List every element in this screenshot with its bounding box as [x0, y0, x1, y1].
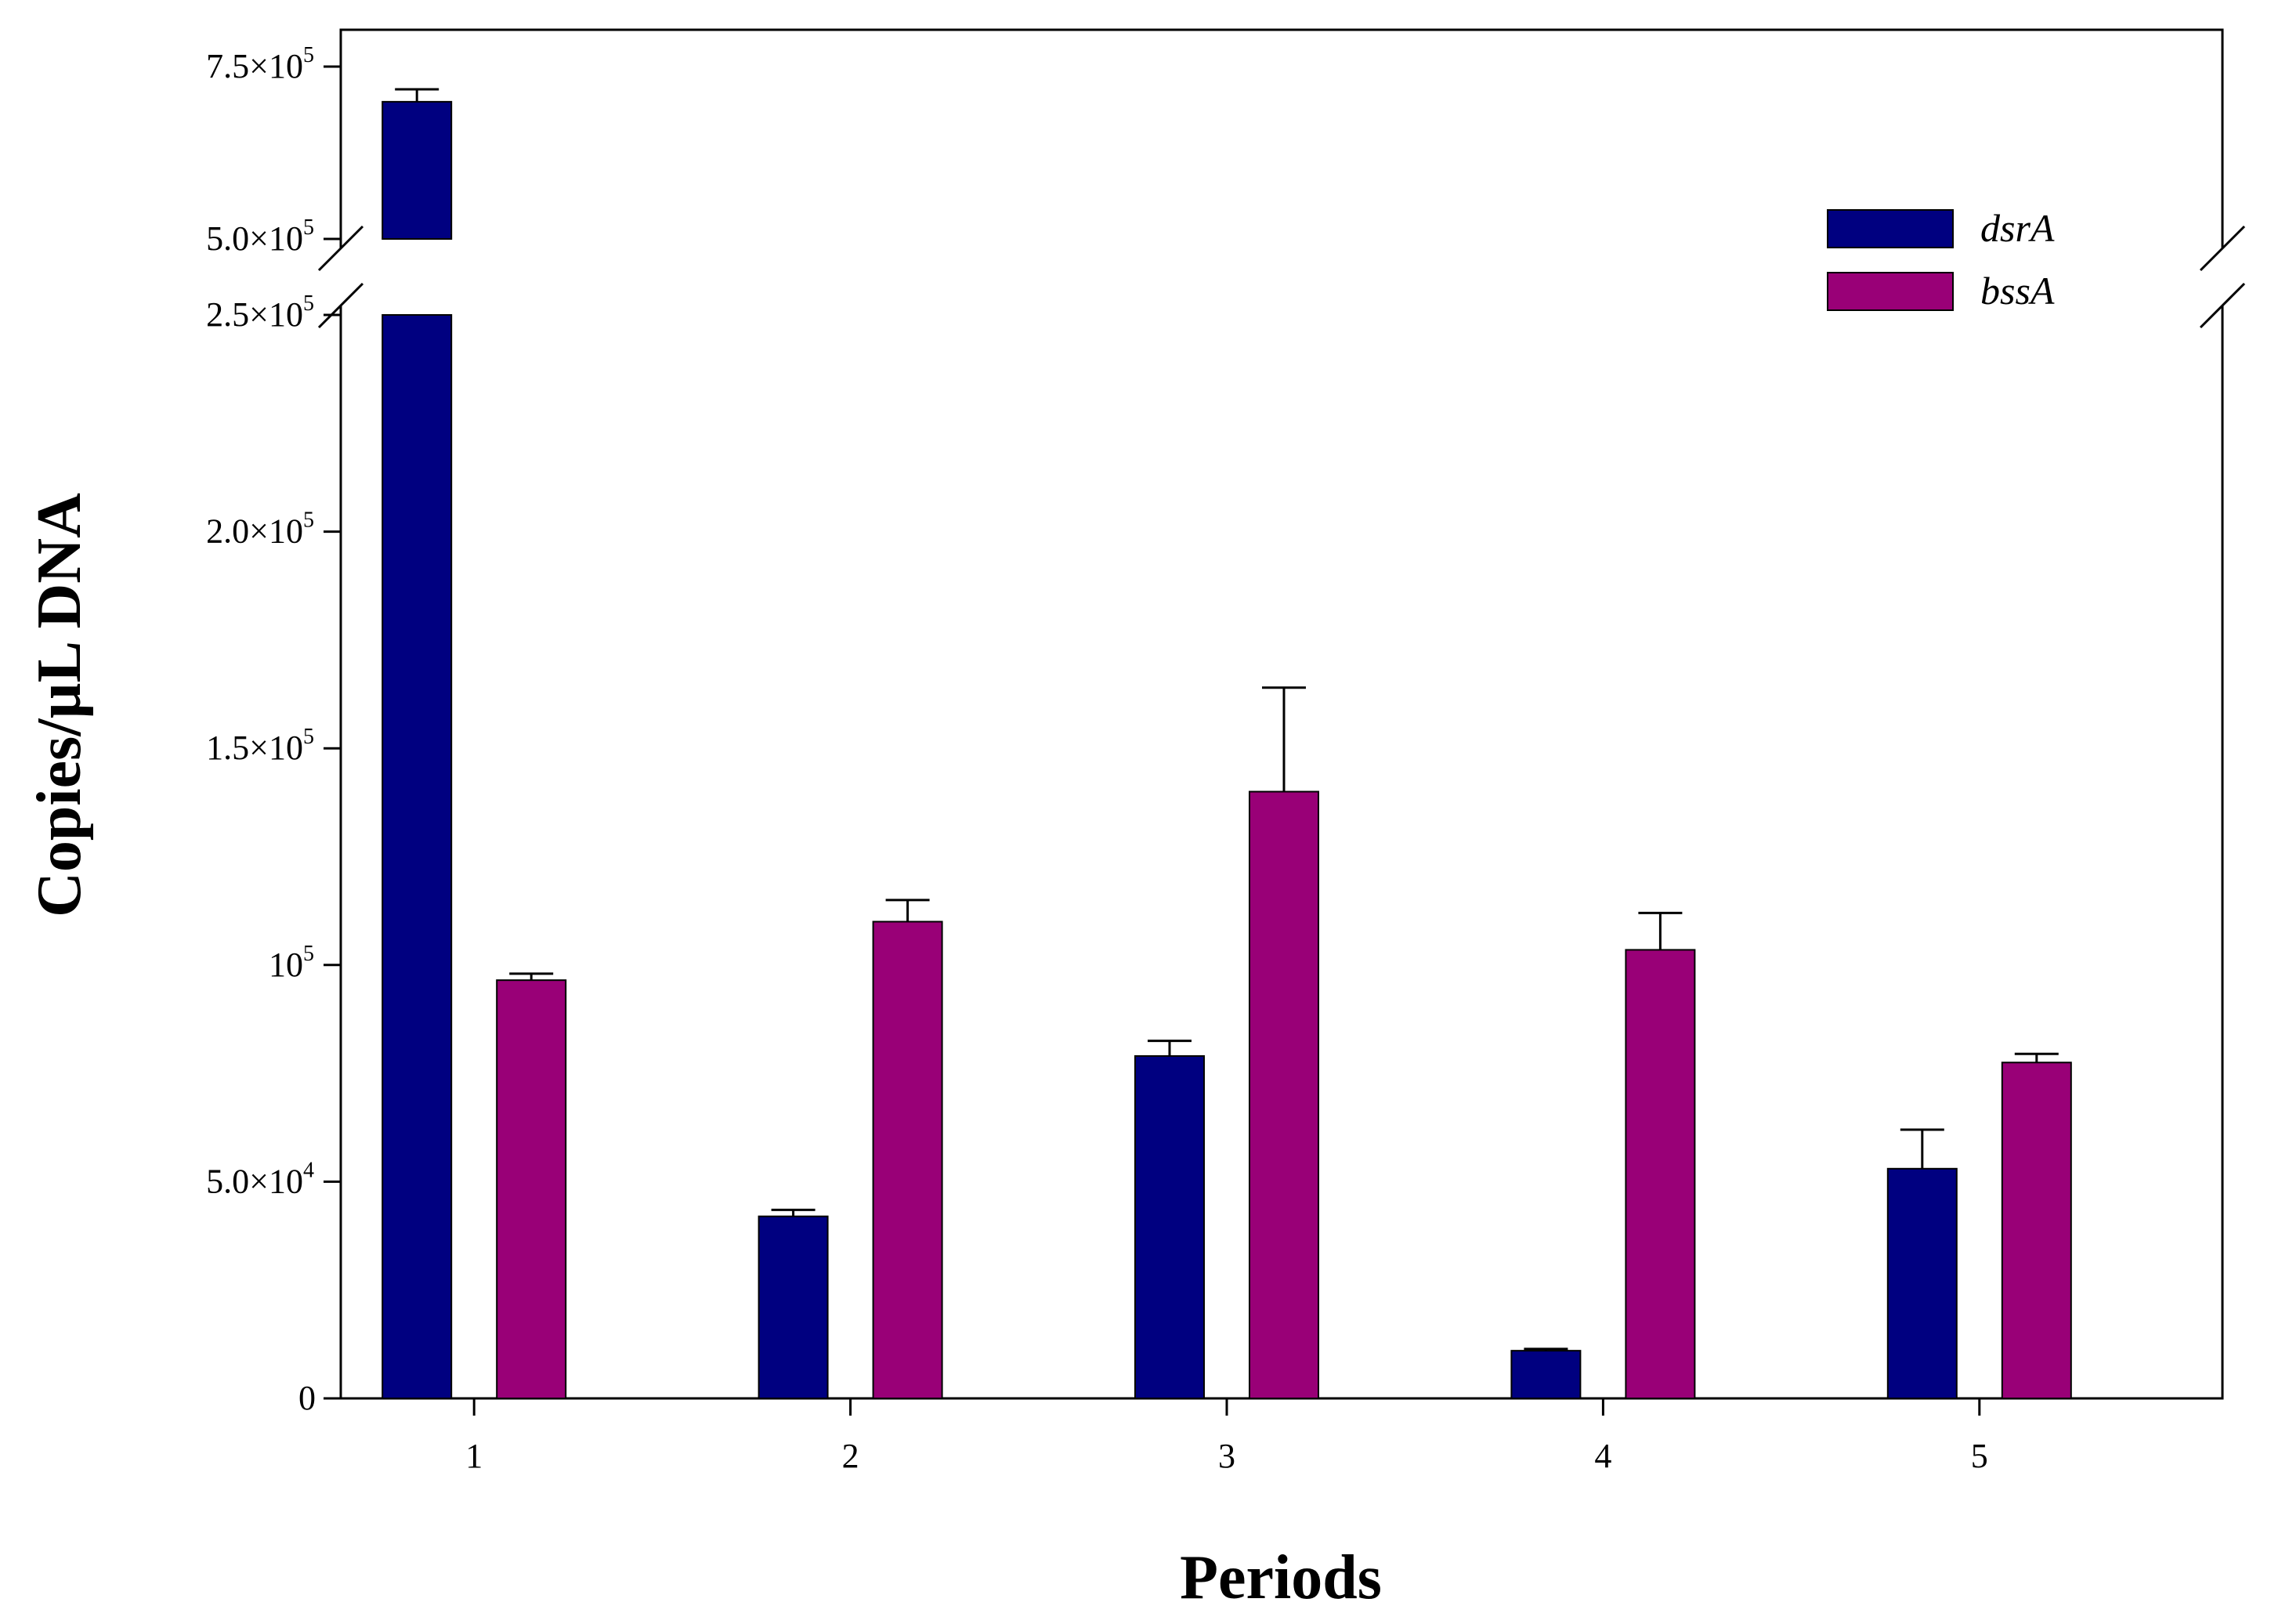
legend-swatch-dsra: [1827, 209, 1954, 248]
x-axis-title: Periods: [1180, 1543, 1382, 1612]
bar-dsra: [758, 1215, 829, 1399]
bar-dsra: [1886, 1167, 1958, 1399]
chart-marks: 0 5.0×104 105 1.5×105 2.0×105 2.5×105 5.0×105 7…: [206, 28, 2246, 1475]
y-tick-label: 1.5×105: [206, 725, 314, 767]
y-tick-label: 5.0×105: [206, 215, 314, 258]
y-axis-title: Copies/µL DNA: [25, 493, 94, 917]
axis-break-mark: [2199, 282, 2246, 329]
bar-dsra: [382, 314, 453, 1399]
legend-swatch-bssa: [1827, 272, 1954, 311]
bar-dsra: [1134, 1054, 1205, 1400]
y-axis-break-gap-left: [336, 248, 345, 306]
y-tick-label: 0: [298, 1379, 316, 1417]
y-axis-break-gap-right: [2218, 248, 2227, 306]
bar-dsra-upper: [382, 100, 453, 240]
x-tick-label: 4: [1594, 1437, 1611, 1475]
bar-dsra: [1510, 1350, 1582, 1399]
bar-bssa: [496, 979, 567, 1399]
x-tick-label: 5: [1971, 1437, 1988, 1475]
bar-bssa: [872, 921, 943, 1399]
legend-label-dsra: dsrA: [1980, 206, 2055, 250]
y-tick-label: 105: [269, 942, 314, 984]
y-tick-label: 7.5×105: [206, 43, 314, 85]
x-tick-label: 2: [842, 1437, 859, 1475]
x-tick-label: 3: [1218, 1437, 1235, 1475]
axis-break-mark: [2199, 225, 2246, 272]
bar-bssa: [1249, 790, 1319, 1399]
y-tick-label: 5.0×104: [206, 1158, 314, 1200]
bar-bssa: [2001, 1062, 2072, 1400]
x-tick-label: 1: [465, 1437, 483, 1475]
axis-break-mark: [317, 225, 364, 272]
y-tick-label: 2.0×105: [206, 508, 314, 551]
bar-bssa: [1625, 949, 1696, 1399]
axis-break-mark: [317, 282, 364, 329]
y-tick-label: 2.5×105: [206, 291, 314, 334]
legend-label-bssa: bssA: [1980, 269, 2055, 313]
